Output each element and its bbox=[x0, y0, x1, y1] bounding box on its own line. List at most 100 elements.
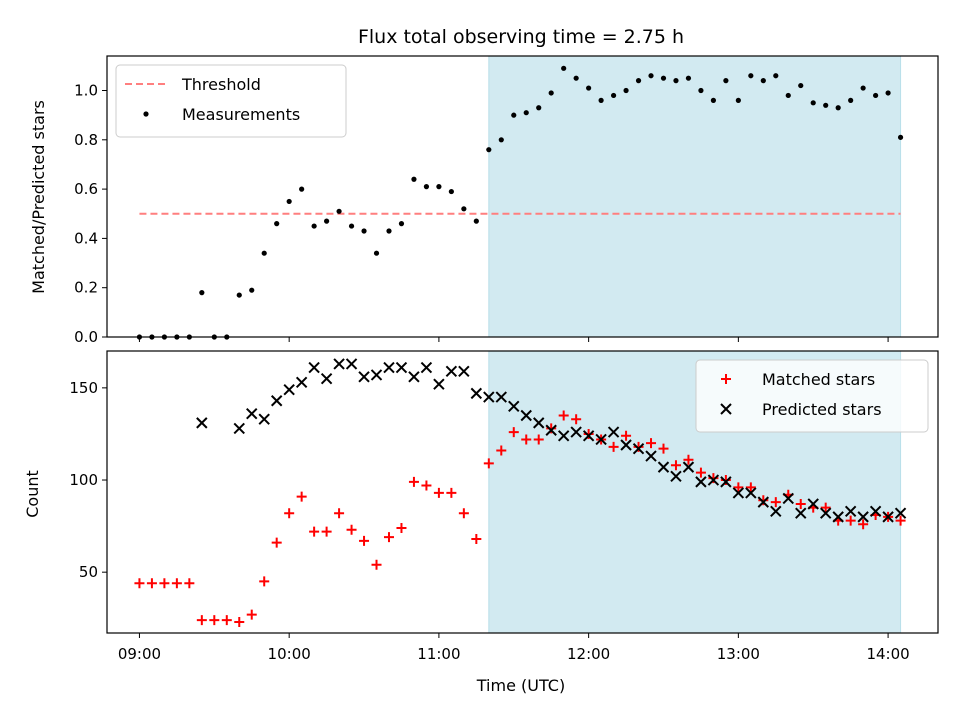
y-tick-label: 1.0 bbox=[74, 82, 98, 100]
data-point bbox=[134, 578, 145, 589]
data-point bbox=[760, 78, 766, 84]
data-point bbox=[858, 519, 869, 530]
axes-frame bbox=[106, 350, 939, 634]
data-point bbox=[336, 208, 342, 214]
data-point bbox=[420, 361, 433, 374]
data-point bbox=[869, 505, 882, 518]
data-point bbox=[196, 417, 208, 429]
legend-predicted-stars-label: Predicted stars bbox=[762, 400, 882, 419]
data-point bbox=[844, 505, 857, 518]
data-point bbox=[546, 423, 557, 434]
data-point bbox=[271, 537, 282, 548]
data-point bbox=[810, 100, 816, 106]
data-point bbox=[498, 137, 504, 143]
data-point bbox=[171, 578, 182, 589]
data-point bbox=[733, 482, 744, 493]
x-axis-label: Time (UTC) bbox=[476, 676, 565, 695]
data-point bbox=[373, 250, 380, 256]
data-point bbox=[321, 526, 332, 537]
data-point bbox=[570, 426, 582, 438]
count-panel: 50 100 150 09:00 10:00 11:00 12:00 13:00 14:00 Ma… bbox=[69, 350, 939, 663]
data-point bbox=[345, 358, 358, 370]
data-point bbox=[646, 438, 657, 449]
data-point bbox=[873, 92, 879, 99]
data-point bbox=[221, 615, 232, 626]
legend-box bbox=[695, 359, 929, 433]
data-point bbox=[860, 85, 866, 91]
data-point bbox=[848, 97, 854, 103]
y-tick-label: 150 bbox=[69, 379, 98, 397]
data-point bbox=[832, 511, 844, 523]
data-point bbox=[383, 361, 395, 374]
y-axis-label-ratio: Matched/Predicted stars bbox=[29, 100, 48, 294]
data-point bbox=[370, 369, 383, 381]
data-point bbox=[620, 439, 632, 451]
data-point bbox=[283, 383, 295, 396]
data-point bbox=[496, 445, 507, 456]
data-point bbox=[723, 78, 729, 84]
data-point bbox=[346, 524, 357, 535]
data-point bbox=[520, 409, 532, 422]
data-point bbox=[670, 460, 681, 471]
data-point bbox=[448, 188, 454, 195]
data-point bbox=[770, 505, 782, 518]
data-point bbox=[421, 480, 432, 491]
data-point bbox=[720, 475, 731, 486]
data-point bbox=[333, 358, 345, 370]
data-point bbox=[511, 112, 517, 118]
data-point bbox=[383, 532, 394, 543]
x-tick-label: 14:00 bbox=[866, 645, 909, 663]
y-tick-label: 0.0 bbox=[74, 328, 98, 346]
data-point bbox=[483, 391, 495, 403]
data-point bbox=[486, 147, 492, 153]
data-point bbox=[461, 206, 467, 212]
data-point bbox=[246, 407, 258, 420]
data-point bbox=[408, 476, 419, 487]
data-point bbox=[882, 511, 894, 523]
data-point bbox=[707, 474, 720, 486]
data-point bbox=[411, 176, 417, 182]
data-point bbox=[545, 424, 557, 436]
data-point bbox=[798, 82, 804, 89]
legend-matched-stars-label: Matched stars bbox=[762, 370, 875, 389]
data-point bbox=[670, 470, 682, 483]
data-point bbox=[857, 511, 869, 523]
data-point bbox=[548, 90, 554, 96]
data-point bbox=[358, 371, 370, 383]
data-point bbox=[308, 361, 320, 374]
legend-x-swatch bbox=[720, 403, 732, 415]
data-point bbox=[685, 75, 692, 81]
data-point bbox=[735, 97, 741, 103]
data-point bbox=[359, 535, 370, 546]
data-point bbox=[309, 526, 320, 537]
data-point bbox=[582, 430, 595, 442]
data-point bbox=[483, 458, 494, 469]
data-point bbox=[658, 443, 669, 454]
data-point bbox=[586, 85, 592, 91]
series-measurements bbox=[136, 65, 904, 340]
data-point bbox=[770, 497, 781, 508]
data-point bbox=[398, 221, 405, 227]
x-tick-label: 13:00 bbox=[717, 645, 760, 663]
x-tick-label: 10:00 bbox=[268, 645, 311, 663]
data-point bbox=[296, 491, 307, 502]
data-point bbox=[573, 75, 579, 81]
data-point bbox=[673, 78, 679, 84]
data-point bbox=[773, 73, 779, 79]
data-point bbox=[571, 414, 582, 425]
data-point bbox=[561, 65, 567, 71]
series-predicted-stars bbox=[196, 358, 907, 523]
data-point bbox=[523, 110, 529, 116]
data-point bbox=[209, 615, 220, 626]
data-point bbox=[895, 515, 906, 526]
data-point bbox=[495, 391, 507, 403]
data-point bbox=[682, 461, 695, 473]
data-point bbox=[635, 78, 642, 84]
y-axis-label-count: Count bbox=[23, 470, 42, 518]
data-point bbox=[284, 508, 295, 519]
x-tick-label: 12:00 bbox=[567, 645, 610, 663]
data-point bbox=[146, 578, 157, 589]
data-point bbox=[259, 576, 270, 587]
data-point bbox=[334, 508, 345, 519]
data-point bbox=[361, 228, 367, 234]
